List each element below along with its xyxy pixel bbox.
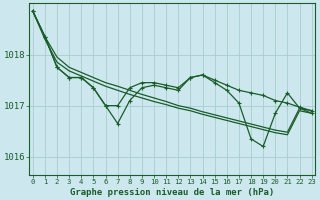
X-axis label: Graphe pression niveau de la mer (hPa): Graphe pression niveau de la mer (hPa) — [70, 188, 274, 197]
